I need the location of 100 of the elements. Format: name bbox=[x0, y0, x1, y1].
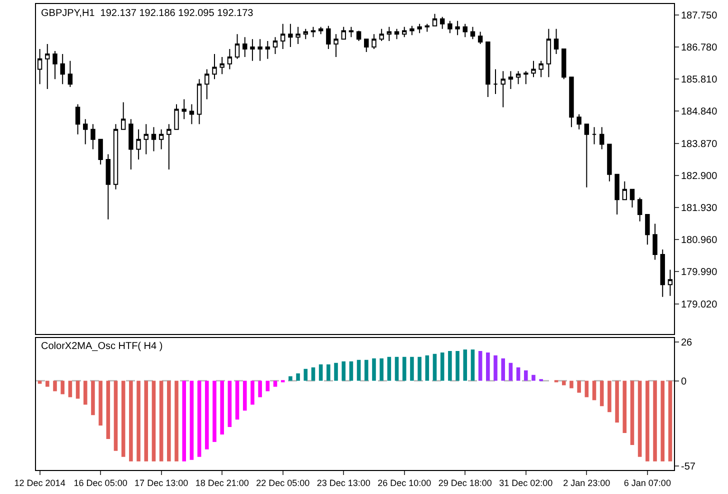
candlestick bbox=[250, 38, 255, 62]
candlestick bbox=[630, 188, 635, 208]
bar bbox=[304, 368, 308, 381]
bar bbox=[394, 356, 399, 381]
candlestick bbox=[576, 114, 582, 130]
candlestick bbox=[196, 78, 202, 125]
candlestick bbox=[607, 144, 612, 182]
y-tick-label: 181.930 bbox=[681, 203, 718, 214]
candlestick bbox=[486, 42, 490, 98]
bar bbox=[387, 356, 392, 381]
bar bbox=[372, 358, 376, 381]
bar bbox=[516, 367, 520, 381]
x-tick-label: 29 Dec 18:00 bbox=[438, 478, 492, 488]
candlestick bbox=[144, 124, 148, 155]
x-tick-label: 26 Dec 10:00 bbox=[378, 478, 432, 488]
candlestick bbox=[569, 76, 574, 128]
x-tick-label: 2 Jan 23:00 bbox=[563, 478, 610, 488]
candlestick bbox=[645, 214, 650, 246]
bar bbox=[258, 380, 262, 398]
bar bbox=[470, 349, 475, 381]
candlestick bbox=[637, 197, 642, 222]
candlestick bbox=[106, 154, 111, 220]
bar bbox=[220, 380, 224, 434]
bar bbox=[486, 352, 490, 381]
candlestick bbox=[120, 102, 126, 130]
candlestick bbox=[220, 56, 224, 75]
candlestick bbox=[265, 40, 270, 60]
bar bbox=[364, 360, 368, 381]
bar bbox=[448, 350, 452, 381]
candlestick bbox=[356, 30, 362, 42]
candlestick bbox=[334, 34, 338, 58]
bar bbox=[600, 380, 604, 406]
bar bbox=[136, 380, 140, 462]
bar bbox=[144, 380, 148, 462]
bar bbox=[380, 358, 384, 381]
candlestick bbox=[493, 68, 498, 95]
y-tick-label: 180.960 bbox=[681, 235, 718, 246]
candlestick bbox=[531, 60, 536, 78]
candlestick bbox=[660, 249, 665, 298]
bar bbox=[167, 380, 171, 462]
candlestick bbox=[258, 38, 262, 62]
bar bbox=[562, 380, 566, 386]
bar bbox=[318, 364, 323, 381]
chart-title: ColorX2MA_Osc HTF( H4 ) bbox=[41, 341, 163, 352]
candlestick bbox=[516, 70, 521, 85]
candlestick bbox=[538, 60, 544, 78]
bar bbox=[418, 356, 422, 381]
bar bbox=[174, 380, 178, 462]
bar bbox=[190, 380, 194, 460]
bar bbox=[296, 373, 300, 381]
candlestick bbox=[364, 38, 369, 52]
bar bbox=[653, 380, 657, 462]
bar bbox=[463, 349, 468, 381]
x-tick-label: 12 Dec 2014 bbox=[14, 478, 66, 488]
candlestick bbox=[212, 53, 217, 80]
y-tick-label: 184.840 bbox=[681, 106, 718, 118]
x-tick-label: 16 Dec 05:00 bbox=[74, 478, 128, 488]
candlestick bbox=[554, 28, 559, 54]
candlestick bbox=[379, 28, 384, 42]
bar bbox=[570, 380, 574, 388]
bar bbox=[250, 380, 254, 405]
candlestick bbox=[455, 20, 460, 36]
bar bbox=[342, 361, 346, 381]
candlestick bbox=[227, 48, 232, 70]
candlestick bbox=[68, 60, 73, 88]
bar bbox=[235, 380, 240, 420]
candlestick bbox=[296, 26, 300, 45]
bar bbox=[592, 380, 596, 400]
candlestick bbox=[280, 23, 286, 50]
chart-title: GBPJPY,H1 192.137 192.186 192.095 192.173 bbox=[41, 8, 254, 19]
candlestick bbox=[614, 174, 620, 215]
bar bbox=[204, 380, 209, 450]
bar bbox=[638, 380, 642, 457]
bar bbox=[228, 380, 232, 428]
y-tick-label: 179.990 bbox=[681, 267, 718, 278]
candlestick bbox=[478, 31, 483, 45]
bar bbox=[121, 380, 126, 457]
candlestick bbox=[136, 128, 141, 160]
bar bbox=[212, 380, 216, 442]
bar bbox=[425, 355, 430, 381]
y-tick-label: 0 bbox=[681, 376, 687, 388]
bar bbox=[478, 350, 482, 381]
bar bbox=[98, 380, 102, 426]
bar bbox=[242, 380, 247, 411]
candlestick bbox=[470, 26, 476, 40]
bar bbox=[630, 380, 634, 445]
bar bbox=[152, 380, 156, 462]
y-tick-label: 183.870 bbox=[681, 138, 718, 150]
bar bbox=[76, 380, 80, 399]
y-tick-label: 182.900 bbox=[681, 170, 718, 182]
bar bbox=[577, 380, 581, 393]
bar bbox=[106, 380, 110, 439]
candlestick bbox=[546, 28, 552, 78]
bar bbox=[494, 355, 498, 381]
bar bbox=[129, 380, 133, 462]
candlestick bbox=[326, 25, 331, 50]
x-tick-label: 31 Dec 02:00 bbox=[499, 478, 553, 488]
candlestick bbox=[592, 126, 597, 145]
bar bbox=[326, 364, 330, 381]
x-tick-label: 22 Dec 05:00 bbox=[256, 478, 310, 488]
